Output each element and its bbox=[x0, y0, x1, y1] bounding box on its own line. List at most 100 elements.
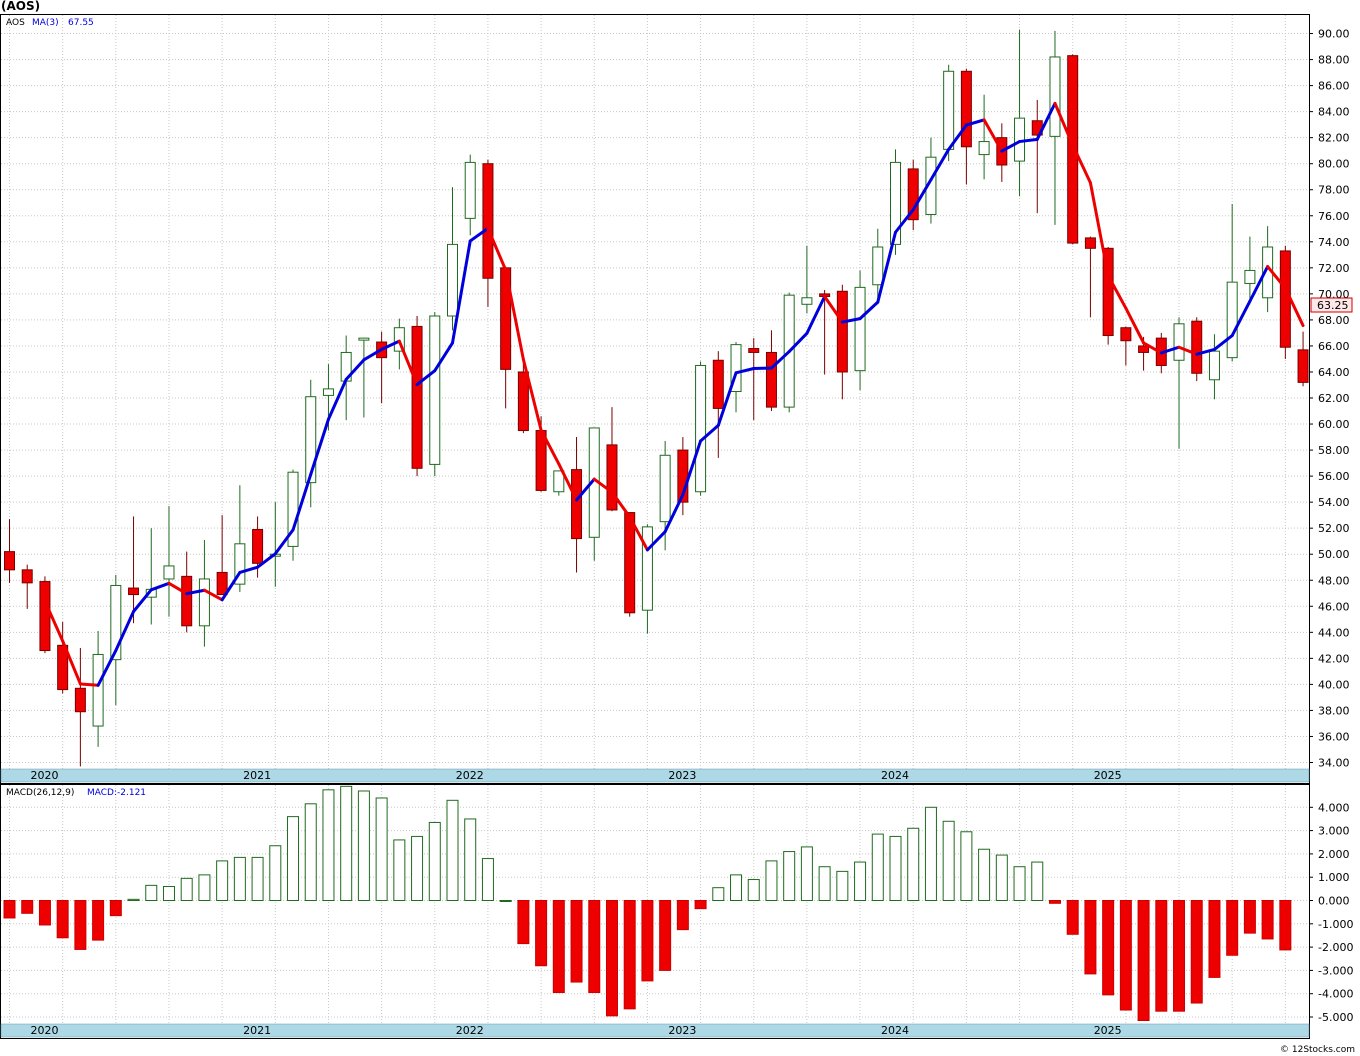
ma-segment bbox=[1283, 286, 1305, 328]
macd-bar-positive bbox=[960, 831, 973, 902]
y-tick-label: -3.000 bbox=[1318, 964, 1353, 977]
legend-symbol: AOS bbox=[6, 18, 25, 28]
x-tick-label: 2021 bbox=[243, 769, 271, 782]
legend-ma-value: 67.55 bbox=[68, 18, 94, 28]
x-tick-label: 2021 bbox=[243, 1024, 271, 1037]
ma-segment bbox=[397, 339, 419, 387]
macd-bar-negative bbox=[623, 900, 636, 1010]
candle-body-up bbox=[801, 297, 813, 305]
y-tick-label: 54.00 bbox=[1318, 496, 1350, 509]
ma-segment bbox=[929, 147, 951, 182]
y-tick-label: 62.00 bbox=[1318, 392, 1350, 405]
macd-bar-positive bbox=[375, 797, 388, 902]
candle-body-down bbox=[74, 687, 86, 713]
last-price-marker-box bbox=[1310, 297, 1353, 313]
macd-bar-positive bbox=[481, 858, 494, 902]
macd-bar-positive bbox=[251, 856, 264, 902]
macd-bar-negative bbox=[641, 900, 654, 982]
candle-body-down bbox=[712, 359, 724, 409]
candle-body-down bbox=[39, 581, 51, 652]
y-tick-label: -5.000 bbox=[1318, 1011, 1353, 1024]
ma-segment bbox=[734, 367, 756, 375]
macd-bar-positive bbox=[411, 835, 424, 902]
macd-bars bbox=[3, 785, 1292, 1022]
ma-segment bbox=[1088, 181, 1110, 278]
ma-segment bbox=[185, 588, 206, 596]
macd-bar-positive bbox=[304, 803, 317, 902]
macd-bar-negative bbox=[1243, 900, 1256, 934]
ma-segment bbox=[1248, 265, 1270, 303]
candle-body-up bbox=[854, 286, 866, 372]
x-tick-label: 2022 bbox=[456, 1024, 484, 1037]
macd-bar-positive bbox=[428, 821, 441, 902]
ma-segment bbox=[1142, 341, 1163, 355]
ma-segment bbox=[380, 339, 401, 351]
ma-segment bbox=[1106, 274, 1128, 310]
ma-segment bbox=[1124, 306, 1146, 345]
macd-bar-negative bbox=[588, 900, 601, 994]
candle-body-up bbox=[872, 246, 884, 286]
macd-bar-negative bbox=[552, 900, 565, 994]
ma-segment bbox=[769, 350, 791, 370]
macd-bar-positive bbox=[854, 861, 867, 902]
ma-segment bbox=[486, 226, 508, 272]
candle-body-down bbox=[216, 571, 228, 596]
macd-bar-negative bbox=[676, 900, 689, 931]
candle-body-up bbox=[1049, 56, 1061, 137]
ma-segment bbox=[238, 565, 260, 574]
y-tick-label: 2.000 bbox=[1318, 848, 1350, 861]
candle-body-up bbox=[198, 578, 210, 627]
ma-segment bbox=[1000, 140, 1022, 153]
x-tick-label: 2024 bbox=[881, 1024, 909, 1037]
macd-bar-negative bbox=[109, 900, 122, 917]
candle-body-down bbox=[128, 587, 140, 596]
ma-segment bbox=[309, 417, 330, 476]
candle-body-up bbox=[358, 337, 370, 341]
y-tick-label: 38.00 bbox=[1318, 704, 1350, 717]
y-tick-label: 50.00 bbox=[1318, 548, 1350, 561]
ma-segment bbox=[716, 371, 738, 427]
candle-body-up bbox=[641, 526, 653, 611]
y-tick-label: 34.00 bbox=[1318, 756, 1350, 769]
ma-segment bbox=[132, 588, 153, 613]
ma-segment bbox=[1159, 345, 1181, 355]
y-tick-label: 86.00 bbox=[1318, 80, 1350, 93]
ma-segment bbox=[114, 609, 136, 653]
macd-bar-positive bbox=[747, 879, 760, 902]
ma-segment bbox=[1053, 101, 1075, 147]
y-tick-label: 84.00 bbox=[1318, 106, 1350, 119]
macd-bar-positive bbox=[269, 845, 282, 902]
ma-segment bbox=[504, 268, 525, 361]
candle-body-up bbox=[92, 653, 104, 727]
macd-bar-negative bbox=[659, 900, 672, 971]
ma-segment bbox=[575, 477, 596, 502]
ma-segment bbox=[858, 300, 880, 321]
candle-body-down bbox=[252, 528, 264, 564]
macd-bar-positive bbox=[216, 860, 229, 902]
macd-bar-positive bbox=[818, 866, 831, 902]
macd-bar-positive bbox=[446, 799, 459, 902]
ma-segment bbox=[167, 581, 189, 596]
ma-segment bbox=[1018, 137, 1039, 144]
watermark: © 12Stocks.com bbox=[1280, 1045, 1355, 1055]
candle-body-down bbox=[624, 512, 636, 614]
candle-body-down bbox=[411, 325, 423, 469]
macd-bar-positive bbox=[800, 846, 813, 902]
macd-bar-negative bbox=[21, 900, 34, 914]
candle-body-up bbox=[305, 396, 317, 484]
ma-segment bbox=[433, 341, 454, 373]
candle-body-down bbox=[1102, 247, 1114, 337]
candle-body-down bbox=[4, 551, 15, 571]
candle-body-down bbox=[1138, 345, 1150, 353]
ma-segment bbox=[451, 239, 472, 345]
macd-bar-negative bbox=[517, 900, 530, 945]
macd-bar-positive bbox=[942, 820, 955, 902]
y-tick-label: -2.000 bbox=[1318, 941, 1353, 954]
candle-body-down bbox=[1297, 349, 1309, 383]
y-tick-label: 90.00 bbox=[1318, 28, 1350, 41]
candle-body-up bbox=[943, 70, 955, 150]
price-axis: 34.00 36.00 38.00 40.00 42.00 44.00 46.00 48.00… bbox=[1309, 28, 1350, 769]
candle-body-down bbox=[748, 348, 760, 353]
y-tick-label: 36.00 bbox=[1318, 730, 1350, 743]
candle-body-up bbox=[393, 327, 405, 352]
